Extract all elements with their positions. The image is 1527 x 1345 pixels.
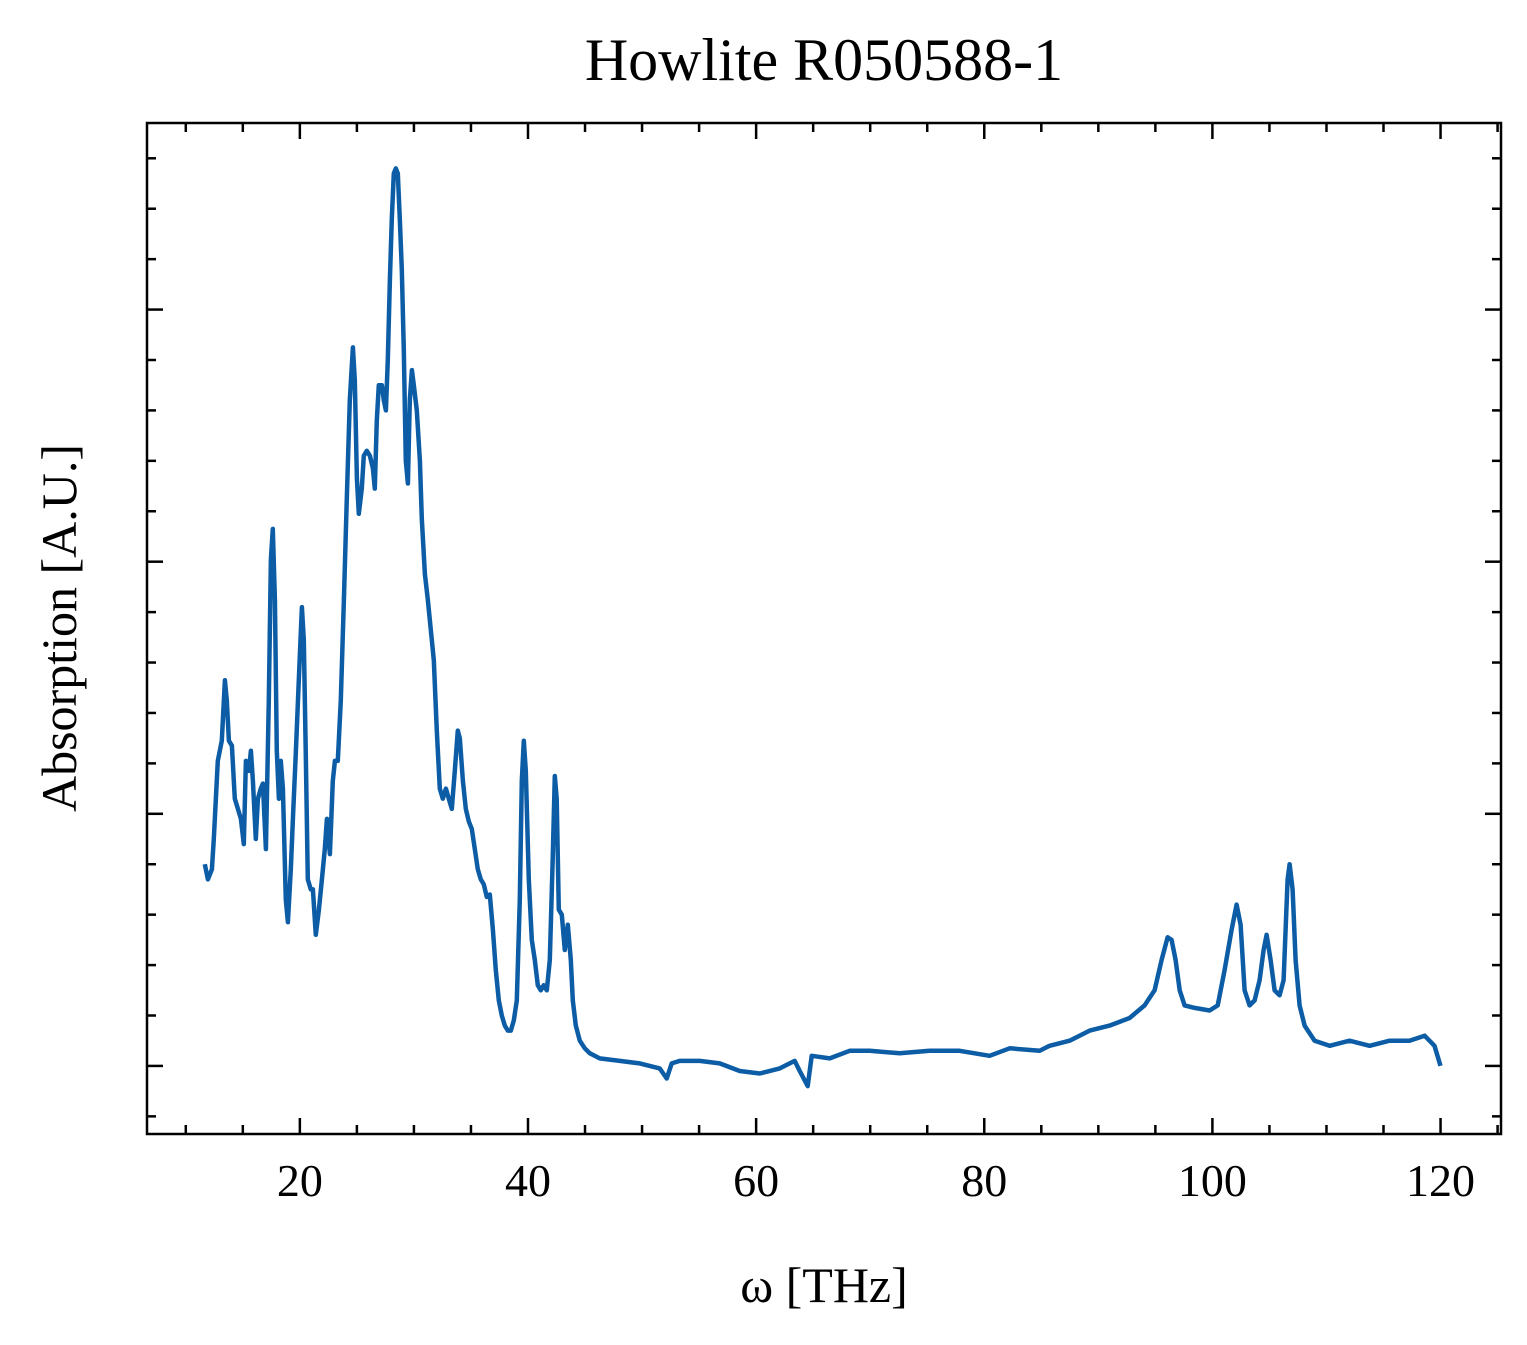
x-tick-label: 80 [961,1155,1007,1206]
x-tick-label: 120 [1406,1155,1475,1206]
data-line [202,166,1443,1089]
chart-title: Howlite R050588-1 [585,27,1063,93]
x-tick-label: 40 [505,1155,551,1206]
x-tick-label: 60 [733,1155,779,1206]
x-axis-label: ω [THz] [740,1257,908,1313]
plot-frame [145,121,1503,1136]
x-tick-label: 100 [1178,1155,1247,1206]
y-axis-label: Absorption [A.U.] [31,444,87,812]
x-tick-label: 20 [277,1155,323,1206]
